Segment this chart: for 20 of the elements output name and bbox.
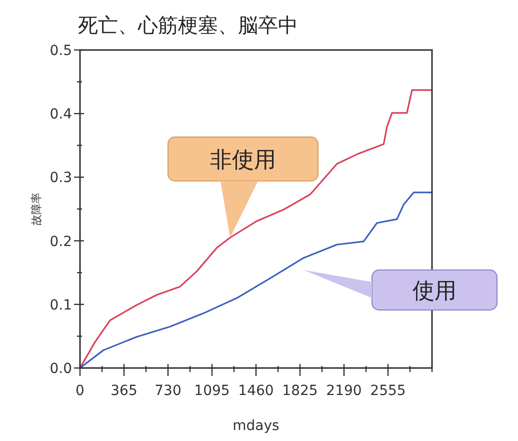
y-tick-label: 0.3 bbox=[50, 170, 72, 186]
y-tick-label: 0.1 bbox=[50, 297, 72, 314]
x-tick-label: 2190 bbox=[326, 383, 362, 399]
x-tick-label: 1460 bbox=[238, 383, 274, 399]
y-tick-label: 0.0 bbox=[50, 361, 72, 377]
chart-title: 死亡、心筋梗塞、脳卒中 bbox=[78, 13, 298, 37]
y-tick-label: 0.4 bbox=[50, 106, 72, 123]
x-tick-label: 1095 bbox=[194, 383, 230, 399]
y-tick-label: 0.5 bbox=[50, 43, 72, 59]
series-label: 非使用 bbox=[210, 148, 276, 173]
x-tick-label: 0 bbox=[76, 383, 84, 399]
x-tick-label: 2555 bbox=[370, 383, 406, 399]
x-axis-title: mdays bbox=[232, 418, 280, 434]
x-tick-label: 365 bbox=[110, 383, 138, 399]
line-series bbox=[79, 192, 433, 369]
y-tick-label: 0.2 bbox=[50, 234, 72, 250]
x-tick-label: 730 bbox=[154, 383, 182, 399]
x-tick-label: 1825 bbox=[282, 383, 318, 399]
y-axis-title: 故障率 bbox=[30, 192, 43, 226]
line-series bbox=[79, 89, 433, 369]
